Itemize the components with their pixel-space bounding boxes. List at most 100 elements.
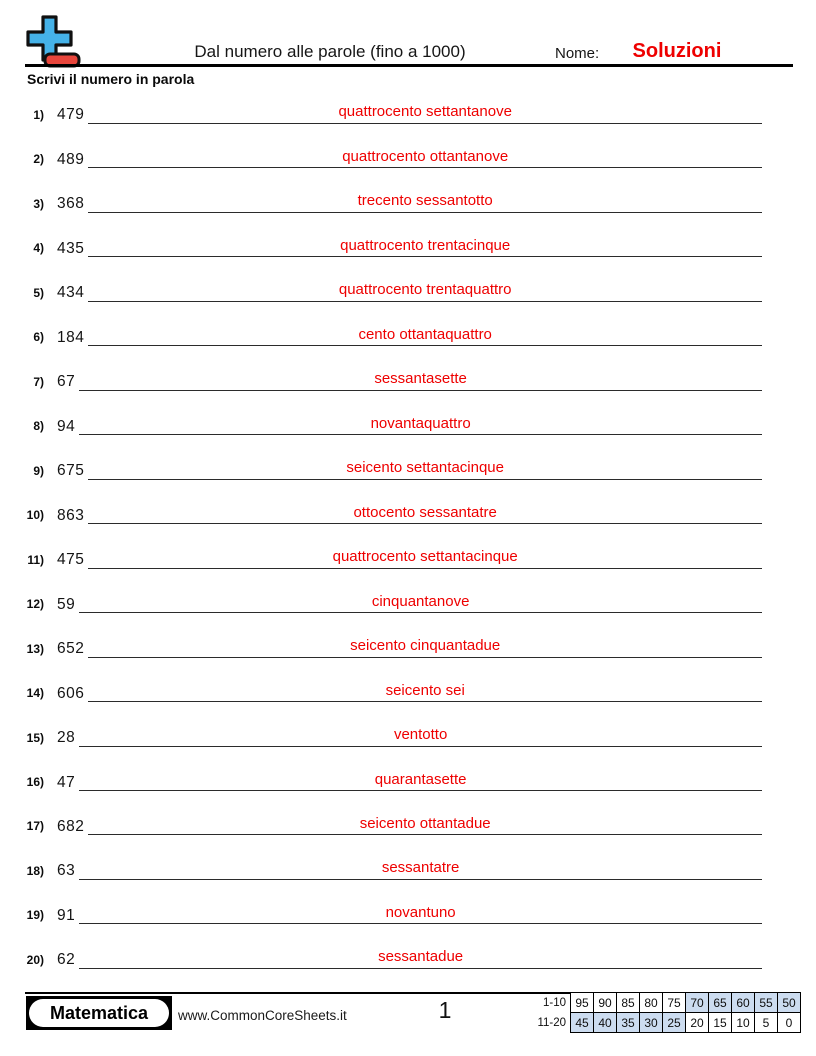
problem-number: 20) [26, 952, 44, 967]
answer-line: quattrocento ottantanove [88, 141, 762, 169]
problem-value: 682 [57, 817, 85, 835]
problem-value: 475 [57, 551, 85, 569]
answer-line: cinquantanove [79, 586, 762, 614]
problem-number: 2) [33, 152, 44, 167]
name-value-solutions: Soluzioni [632, 40, 722, 62]
answer-line: seicento sei [88, 675, 762, 703]
answer-text: quattrocento settantacinque [332, 548, 518, 566]
answer-text: sessantadue [378, 948, 464, 966]
answer-line: quattrocento settantanove [88, 97, 762, 124]
score-table: 1-10 95 90 85 80 75 70 65 60 55 50 11-20 45 40 35 30 25 2… [522, 992, 801, 1033]
answer-text: novantaquattro [370, 414, 471, 432]
problem-value: 59 [57, 595, 76, 613]
problem-number: 7) [33, 374, 44, 389]
score-cell: 0 [777, 1012, 801, 1033]
answer-text: cento ottantaquattro [358, 325, 492, 343]
answer-text: cinquantanove [371, 592, 470, 610]
score-cell: 5 [754, 1012, 778, 1033]
answer-line: quattrocento settantacinque [88, 542, 762, 569]
problem-row: 10) 863 ottocento sessantatre [18, 480, 762, 525]
problem-value: 863 [57, 506, 85, 524]
problem-row: 12) 59 cinquantanove [18, 569, 762, 614]
problem-row: 1) 479 quattrocento settantanove [18, 80, 762, 124]
problem-value: 675 [57, 462, 85, 480]
answer-line: seicento ottantadue [88, 808, 762, 836]
answer-text: ottocento sessantatre [353, 503, 497, 521]
answer-line: seicento settantacinque [88, 453, 762, 480]
score-cell: 45 [570, 1012, 594, 1033]
problem-number: 15) [26, 730, 44, 745]
problem-value: 91 [57, 906, 76, 924]
problem-value: 652 [57, 640, 85, 658]
problem-row: 3) 368 trecento sessantotto [18, 168, 762, 213]
plus-minus-logo-icon [18, 14, 84, 70]
score-cell: 55 [754, 992, 778, 1013]
score-cell: 75 [662, 992, 686, 1013]
answer-line: sessantatre [79, 853, 762, 880]
answer-text: ventotto [393, 726, 448, 744]
answer-text: seicento cinquantadue [350, 637, 501, 655]
name-label: Nome: [555, 45, 600, 62]
score-table-row: 11-20 45 40 35 30 25 20 15 10 5 0 [522, 1012, 801, 1033]
problem-row: 9) 675 seicento settantacinque [18, 435, 762, 480]
website-text: www.CommonCoreSheets.it [178, 1008, 347, 1023]
problem-number: 17) [26, 819, 44, 834]
problem-value: 94 [57, 417, 76, 435]
problem-number: 5) [33, 285, 44, 300]
score-range-label: 11-20 [537, 1016, 566, 1029]
problem-number: 3) [33, 196, 44, 211]
subject-badge: Matematica [26, 996, 172, 1030]
problem-value: 479 [57, 106, 85, 124]
problem-value: 62 [57, 951, 76, 969]
instruction-text: Scrivi il numero in parola [27, 71, 195, 87]
answer-text: quattrocento trentaquattro [338, 281, 512, 299]
problem-row: 8) 94 novantaquattro [18, 391, 762, 436]
answer-text: quarantasette [374, 770, 467, 788]
score-cell: 80 [639, 992, 663, 1013]
answer-line: novantaquattro [79, 408, 762, 436]
problem-row: 11) 475 quattrocento settantacinque [18, 524, 762, 569]
problem-number: 18) [26, 863, 44, 878]
score-cell: 70 [685, 992, 709, 1013]
problem-value: 606 [57, 684, 85, 702]
score-cell: 85 [616, 992, 640, 1013]
answer-text: seicento ottantadue [359, 814, 491, 832]
problem-number: 14) [26, 686, 44, 701]
problem-value: 184 [57, 328, 85, 346]
score-cell: 30 [639, 1012, 663, 1033]
problem-number: 19) [26, 908, 44, 923]
problem-value: 489 [57, 150, 85, 168]
score-table-row: 1-10 95 90 85 80 75 70 65 60 55 50 [522, 992, 801, 1013]
answer-text: novantuno [385, 903, 456, 921]
answer-text: quattrocento settantanove [338, 103, 512, 121]
problem-row: 14) 606 seicento sei [18, 658, 762, 703]
answer-line: ottocento sessantatre [88, 497, 762, 525]
answer-line: quarantasette [79, 764, 762, 791]
problem-number: 13) [26, 641, 44, 656]
problem-number: 16) [26, 775, 44, 789]
score-cell: 25 [662, 1012, 686, 1033]
problem-row: 4) 435 quattrocento trentacinque [18, 213, 762, 258]
answer-text: sessantatre [381, 859, 460, 877]
answer-line: ventotto [79, 720, 762, 747]
page-title: Dal numero alle parole (fino a 1000) [194, 42, 466, 61]
problem-value: 63 [57, 862, 76, 880]
problem-value: 435 [57, 239, 85, 257]
score-cell: 50 [777, 992, 801, 1013]
score-cell: 40 [593, 1012, 617, 1033]
problem-number: 12) [26, 597, 44, 612]
header-divider [25, 64, 793, 67]
score-cell: 15 [708, 1012, 732, 1033]
problem-row: 19) 91 novantuno [18, 880, 762, 925]
problem-row: 15) 28 ventotto [18, 702, 762, 747]
answer-line: novantuno [79, 897, 762, 925]
problem-value: 368 [57, 195, 85, 213]
problem-number: 6) [33, 330, 44, 345]
problem-number: 9) [33, 463, 44, 478]
answer-text: sessantasette [374, 370, 467, 388]
problem-row: 18) 63 sessantatre [18, 835, 762, 880]
score-cell: 60 [731, 992, 755, 1013]
score-cell: 10 [731, 1012, 755, 1033]
answer-text: quattrocento trentacinque [340, 236, 511, 254]
problem-row: 13) 652 seicento cinquantadue [18, 613, 762, 658]
